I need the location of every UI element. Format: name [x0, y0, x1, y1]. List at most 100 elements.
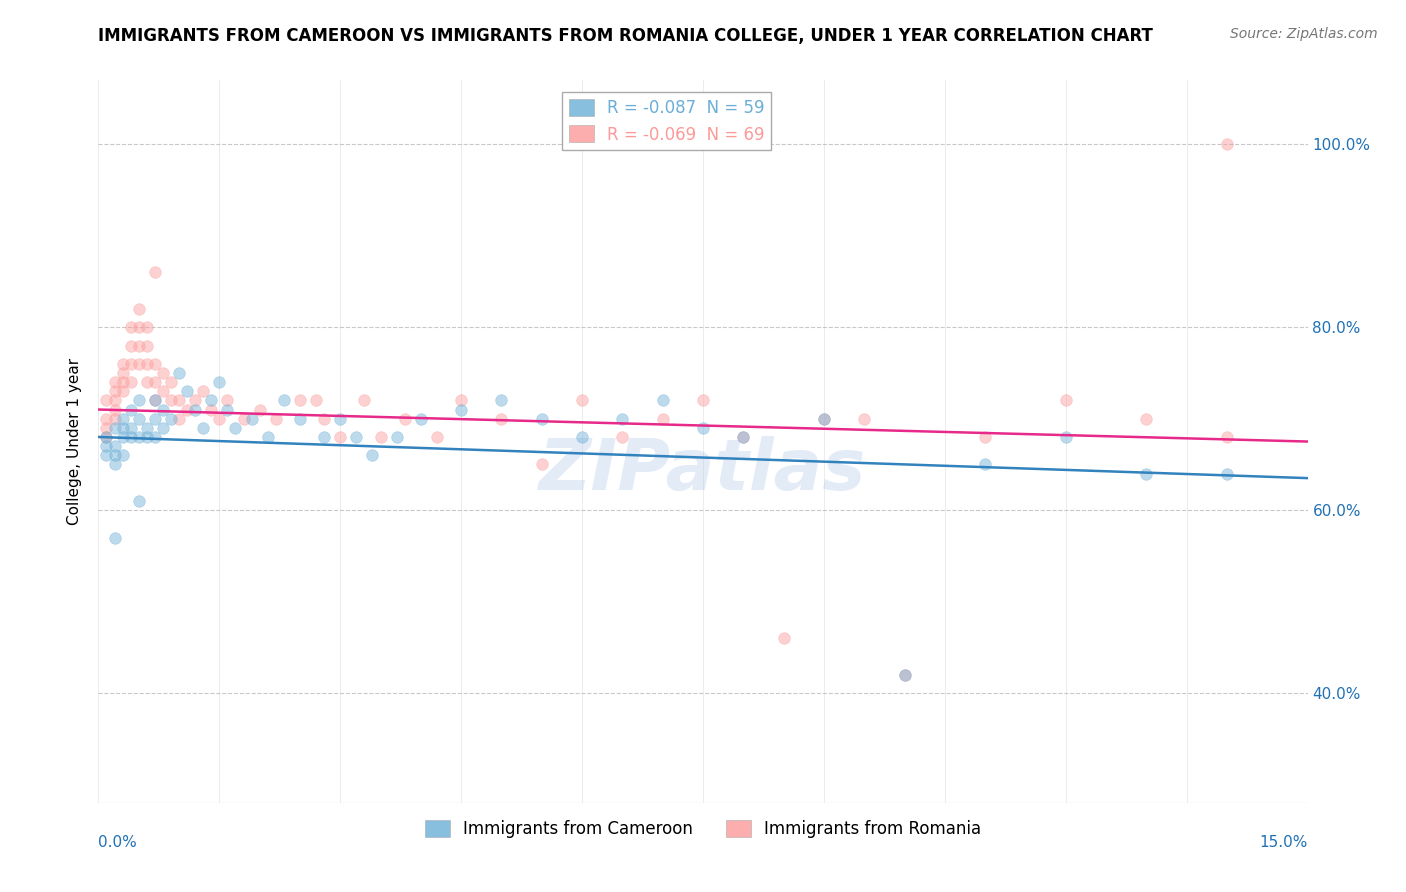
Point — [651, 411, 673, 425]
Point — [103, 411, 125, 425]
Point — [571, 430, 593, 444]
Point — [103, 421, 125, 435]
Point — [120, 430, 142, 444]
Point — [1054, 393, 1077, 408]
Point — [103, 439, 125, 453]
Point — [733, 430, 755, 444]
Point — [409, 411, 432, 425]
Point — [111, 430, 134, 444]
Text: 15.0%: 15.0% — [1260, 835, 1308, 850]
Point — [143, 430, 166, 444]
Point — [264, 411, 287, 425]
Point — [240, 411, 263, 425]
Point — [305, 393, 328, 408]
Point — [288, 393, 311, 408]
Point — [1216, 467, 1239, 481]
Text: 0.0%: 0.0% — [98, 835, 138, 850]
Point — [491, 411, 513, 425]
Point — [167, 366, 190, 380]
Point — [344, 430, 367, 444]
Point — [450, 393, 472, 408]
Point — [111, 366, 134, 380]
Point — [612, 411, 634, 425]
Point — [111, 357, 134, 371]
Y-axis label: College, Under 1 year: College, Under 1 year — [67, 358, 83, 525]
Point — [853, 411, 876, 425]
Point — [184, 402, 207, 417]
Point — [143, 375, 166, 389]
Point — [128, 430, 150, 444]
Point — [733, 430, 755, 444]
Point — [217, 402, 239, 417]
Point — [96, 421, 118, 435]
Point — [128, 301, 150, 316]
Point — [152, 366, 174, 380]
Point — [167, 411, 190, 425]
Point — [128, 357, 150, 371]
Point — [571, 393, 593, 408]
Point — [111, 448, 134, 462]
Point — [128, 494, 150, 508]
Point — [103, 375, 125, 389]
Point — [1135, 467, 1157, 481]
Point — [692, 421, 714, 435]
Point — [135, 320, 157, 334]
Point — [394, 411, 416, 425]
Point — [135, 430, 157, 444]
Point — [651, 393, 673, 408]
Point — [1054, 430, 1077, 444]
Point — [176, 384, 198, 399]
Point — [200, 402, 222, 417]
Point — [96, 430, 118, 444]
Text: IMMIGRANTS FROM CAMEROON VS IMMIGRANTS FROM ROMANIA COLLEGE, UNDER 1 YEAR CORREL: IMMIGRANTS FROM CAMEROON VS IMMIGRANTS F… — [98, 27, 1153, 45]
Point — [152, 402, 174, 417]
Point — [385, 430, 408, 444]
Point — [530, 411, 553, 425]
Point — [96, 411, 118, 425]
Point — [135, 357, 157, 371]
Point — [217, 393, 239, 408]
Point — [208, 411, 231, 425]
Point — [103, 458, 125, 472]
Point — [530, 458, 553, 472]
Point — [813, 411, 835, 425]
Point — [111, 384, 134, 399]
Point — [135, 338, 157, 352]
Point — [450, 402, 472, 417]
Point — [103, 531, 125, 545]
Point — [974, 430, 997, 444]
Point — [103, 393, 125, 408]
Point — [426, 430, 449, 444]
Point — [232, 411, 254, 425]
Point — [143, 265, 166, 279]
Point — [1216, 430, 1239, 444]
Point — [120, 320, 142, 334]
Point — [772, 631, 794, 645]
Point — [143, 393, 166, 408]
Point — [813, 411, 835, 425]
Point — [152, 384, 174, 399]
Point — [273, 393, 295, 408]
Point — [143, 393, 166, 408]
Point — [184, 393, 207, 408]
Point — [96, 393, 118, 408]
Point — [200, 393, 222, 408]
Point — [370, 430, 392, 444]
Point — [167, 393, 190, 408]
Point — [120, 402, 142, 417]
Point — [111, 375, 134, 389]
Point — [96, 430, 118, 444]
Point — [103, 384, 125, 399]
Point — [692, 393, 714, 408]
Point — [103, 448, 125, 462]
Point — [193, 421, 215, 435]
Legend: Immigrants from Cameroon, Immigrants from Romania: Immigrants from Cameroon, Immigrants fro… — [418, 814, 988, 845]
Point — [160, 411, 183, 425]
Point — [128, 320, 150, 334]
Point — [193, 384, 215, 399]
Point — [612, 430, 634, 444]
Point — [974, 458, 997, 472]
Text: ZIPatlas: ZIPatlas — [540, 436, 866, 505]
Point — [1135, 411, 1157, 425]
Point — [329, 411, 352, 425]
